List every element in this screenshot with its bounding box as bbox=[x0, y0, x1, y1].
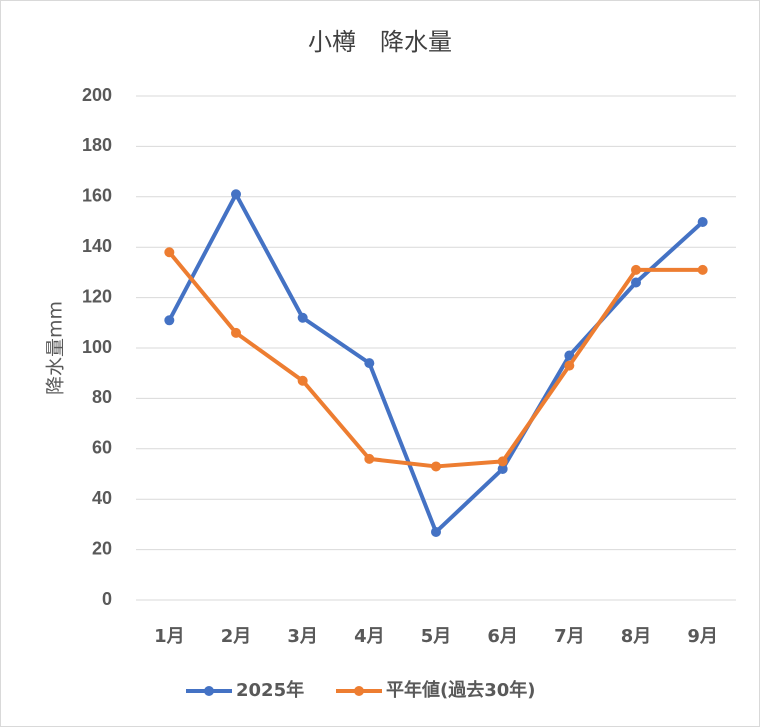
data-point bbox=[364, 358, 375, 369]
x-tick-label: 2月 bbox=[221, 626, 252, 647]
data-point bbox=[164, 315, 175, 326]
y-tick-label: 160 bbox=[82, 186, 112, 206]
y-tick-labels: 0 20 40 60 80 100 120 140 160 180 200 bbox=[82, 85, 112, 609]
y-tick-label: 180 bbox=[82, 135, 112, 155]
series-line bbox=[167, 250, 705, 469]
series-2 bbox=[164, 247, 708, 472]
data-point bbox=[431, 526, 441, 537]
series-line bbox=[167, 192, 705, 534]
y-tick-label: 80 bbox=[92, 387, 112, 407]
x-tick-label: 5月 bbox=[421, 626, 452, 647]
data-point bbox=[231, 189, 241, 200]
x-tick-label: 8月 bbox=[621, 626, 652, 647]
chart-title: 小樽 降水量 bbox=[308, 28, 452, 56]
data-point bbox=[564, 350, 575, 361]
x-tick-label: 1月 bbox=[154, 626, 185, 647]
x-tick-label: 3月 bbox=[287, 626, 318, 647]
y-tick-label: 0 bbox=[102, 589, 112, 609]
legend-label: 2025年 bbox=[236, 679, 304, 701]
data-point bbox=[631, 264, 641, 275]
y-tick-label: 200 bbox=[82, 85, 112, 105]
data-point bbox=[564, 360, 575, 371]
data-point bbox=[364, 453, 375, 464]
x-tick-label: 6月 bbox=[487, 626, 518, 647]
series-group bbox=[164, 189, 708, 537]
legend-item: 平年値(過去30年) bbox=[336, 679, 536, 701]
series-1 bbox=[164, 189, 708, 537]
data-point bbox=[164, 247, 175, 258]
y-tick-label: 60 bbox=[92, 438, 112, 458]
x-tick-label: 9月 bbox=[687, 626, 718, 647]
data-point bbox=[497, 456, 508, 467]
grid-lines bbox=[136, 95, 736, 601]
y-tick-label: 40 bbox=[92, 488, 112, 508]
y-axis-label: 降水量mm bbox=[45, 301, 67, 395]
data-point bbox=[697, 217, 708, 227]
data-point bbox=[297, 312, 308, 323]
y-tick-label: 140 bbox=[82, 236, 112, 256]
x-tick-label: 7月 bbox=[554, 626, 585, 647]
legend-item: 2025年 bbox=[186, 679, 304, 701]
x-tick-labels: 1月 2月 3月 4月 5月 6月 7月 8月 9月 bbox=[154, 626, 718, 647]
legend-swatch-marker bbox=[354, 686, 364, 696]
legend: 2025年 平年値(過去30年) bbox=[186, 679, 536, 701]
legend-label: 平年値(過去30年) bbox=[386, 679, 536, 701]
x-tick-label: 4月 bbox=[354, 626, 385, 647]
data-point bbox=[497, 463, 508, 474]
data-point bbox=[231, 327, 241, 338]
data-point bbox=[697, 264, 708, 275]
y-tick-label: 120 bbox=[82, 286, 112, 306]
legend-swatch-marker bbox=[204, 686, 214, 696]
y-tick-label: 100 bbox=[82, 337, 112, 357]
data-point bbox=[297, 375, 308, 386]
y-tick-label: 20 bbox=[92, 538, 112, 558]
data-point bbox=[431, 461, 441, 472]
data-point bbox=[631, 277, 641, 288]
